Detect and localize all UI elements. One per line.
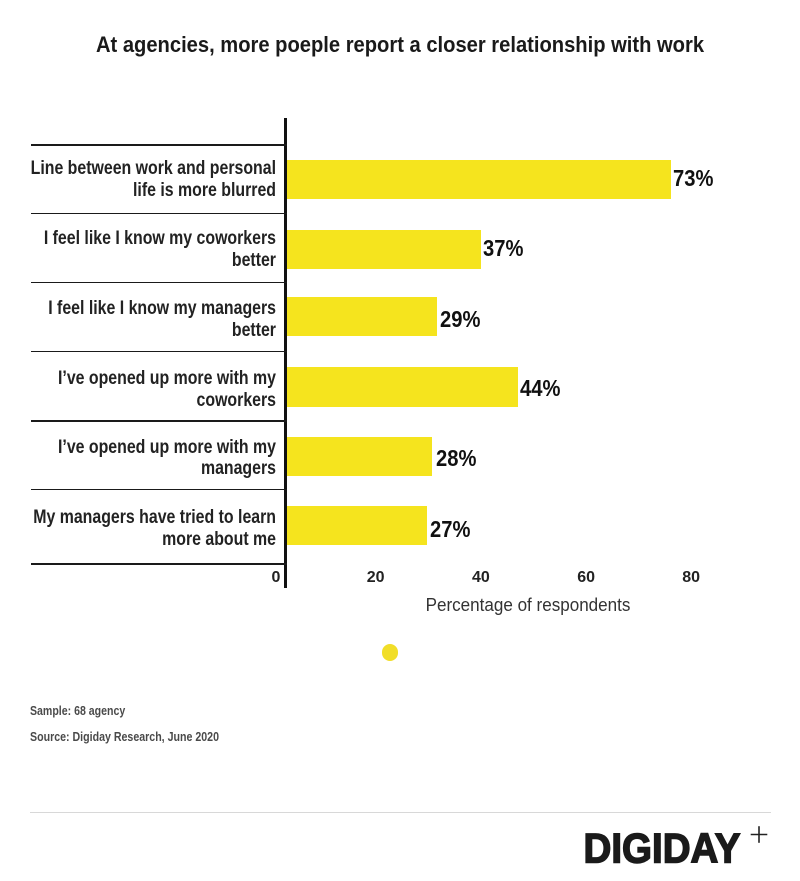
svg-text:DIGIDAY: DIGIDAY (584, 825, 741, 872)
